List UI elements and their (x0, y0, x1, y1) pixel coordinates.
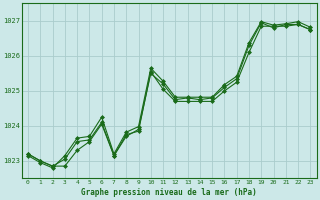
X-axis label: Graphe pression niveau de la mer (hPa): Graphe pression niveau de la mer (hPa) (81, 188, 257, 197)
